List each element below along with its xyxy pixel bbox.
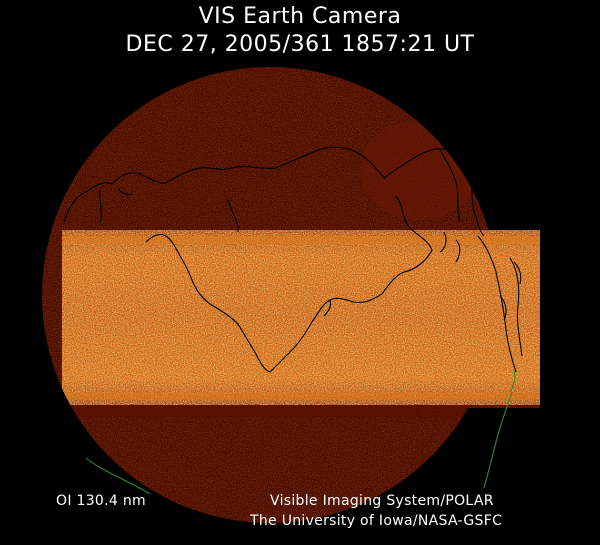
image-timestamp: DEC 27, 2005/361 1857:21 UT — [125, 32, 475, 57]
coastline-outline — [63, 146, 523, 373]
image-title: VIS Earth Camera — [198, 4, 402, 29]
filter-label: OI 130.4 nm — [56, 493, 146, 509]
emission-band — [62, 230, 540, 405]
limb-trace — [85, 369, 516, 495]
instrument-credit: Visible Imaging System/POLAR — [270, 493, 494, 509]
institution-credit: The University of Iowa/NASA-GSFC — [250, 513, 503, 529]
